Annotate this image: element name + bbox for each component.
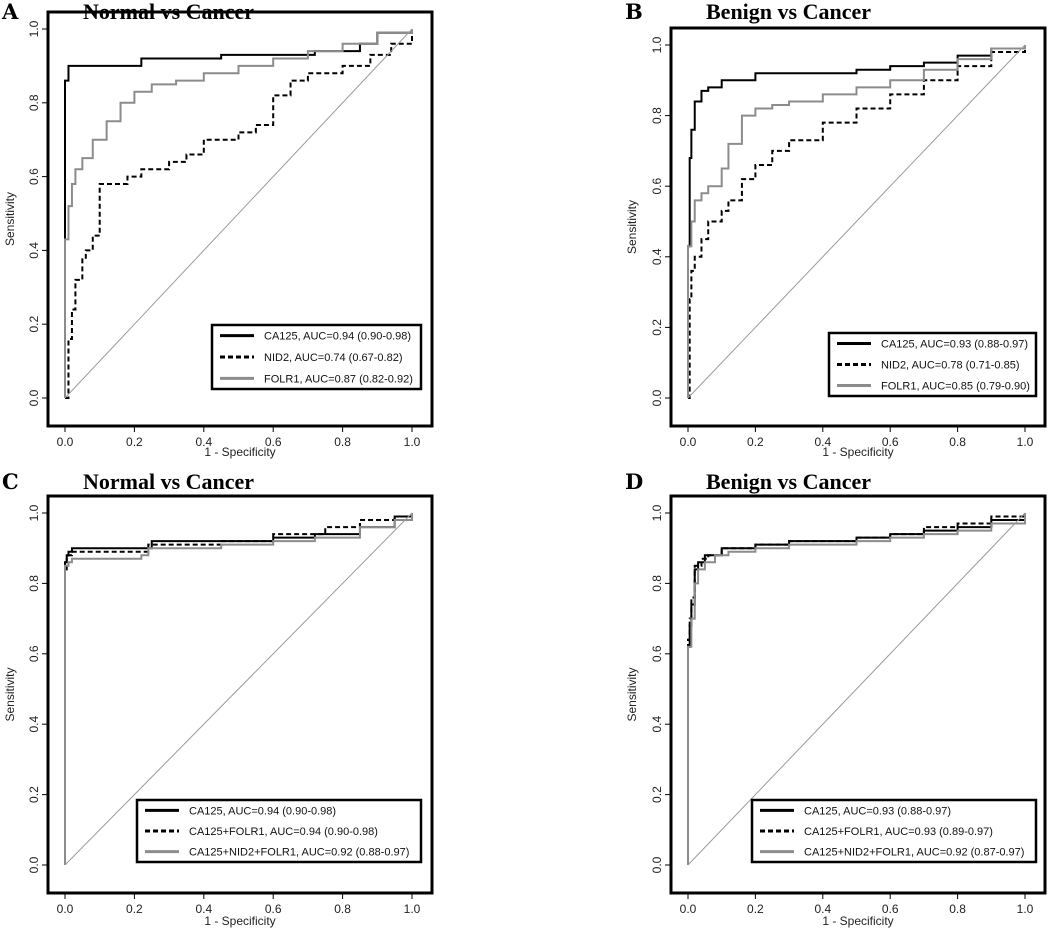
panel-d-y-axis-label: Sensitivity [625,667,639,721]
panel-a-y-tick-label: 0.2 [27,316,41,333]
panel-c-y-tick-label: 1.0 [27,504,41,521]
panel-d-y-tick-label: 0.6 [650,645,664,662]
panel-d-legend-entry: CA125, AUC=0.93 (0.88-0.97) [804,805,951,817]
panel-c-legend-entry: CA125, AUC=0.94 (0.90-0.98) [189,805,336,817]
panel-d-x-tick-label: 0.8 [949,902,966,916]
panel-a-x-tick-label: 0.0 [57,435,74,449]
panel-c-legend-entry: CA125+NID2+FOLR1, AUC=0.92 (0.88-0.97) [189,847,409,859]
panel-a-x-tick-label: 0.8 [334,435,351,449]
panel-b-x-tick-label: 0.0 [680,435,697,449]
panel-b-reference-diagonal [687,44,1026,399]
panel-c-reference-diagonal [64,512,413,866]
panel-c-legend-entry: CA125+FOLR1, AUC=0.94 (0.90-0.98) [189,826,378,838]
panel-d-x-tick-label: 0.4 [814,902,831,916]
panel-a-x-tick-label: 1.0 [404,435,421,449]
panel-b-legend-entry: CA125, AUC=0.93 (0.88-0.97) [881,339,1028,351]
panel-a-x-tick-label: 0.6 [265,435,282,449]
panel-c: C Normal vs Cancer 0.0 0.2 0.4 0.6 0.8 1.0 0.0 0.… [2,469,434,928]
panel-b-x-tick-label: 0.2 [747,435,764,449]
panel-c-x-tick-label: 0.8 [334,902,351,916]
panel-b-legend-entry: FOLR1, AUC=0.85 (0.79-0.90) [881,381,1030,393]
panel-a-y-tick-label: 0.0 [27,389,41,406]
panel-d-x-tick-label: 0.2 [747,902,764,916]
panel-d-legend-entry: CA125+NID2+FOLR1, AUC=0.92 (0.87-0.97) [804,847,1024,859]
panel-c-x-axis-label: 1 - Specificity [204,914,275,928]
panel-a-legend-entry: CA125, AUC=0.94 (0.90-0.98) [264,331,411,343]
panel-d-x-axis-label: 1 - Specificity [822,914,893,928]
panel-a-y-axis-label: Sensitivity [3,192,17,246]
panel-a-y-tick-label: 0.6 [27,168,41,185]
panel-b-y-tick-label: 0.8 [650,107,664,124]
panel-b-y-axis-label: Sensitivity [625,200,639,254]
panel-c-x-tick-label: 0.4 [195,902,212,916]
panel-a-reference-diagonal [64,28,413,399]
panel-d-series-1 [687,513,1026,865]
panel-b-x-tick-label: 1.0 [1017,435,1034,449]
panel-b-y-tick-label: 0.2 [650,319,664,336]
panel-c-x-tick-label: 0.6 [265,902,282,916]
panel-c-series-2 [64,513,413,865]
panel-d-legend [750,798,1038,864]
panel-b: B Benign vs Cancer 0.0 0.2 0.4 0.6 0.8 1.0 0.0 0.… [625,0,1047,459]
panel-a-y-tick-label: 0.4 [27,242,41,259]
panel-b-title: Benign vs Cancer [706,0,871,24]
panel-d-legend-entry: CA125+FOLR1, AUC=0.93 (0.89-0.97) [804,826,993,838]
panel-d-x-tick-label: 1.0 [1017,902,1034,916]
panel-d-y-tick-label: 0.2 [650,786,664,803]
panel-b-y-tick-label: 0.0 [650,389,664,406]
panel-a-y-tick-label: 1.0 [27,20,41,37]
panel-d-letter: D [625,469,643,494]
panel-b-x-tick-label: 0.4 [814,435,831,449]
panel-c-y-tick-label: 0.4 [27,716,41,733]
panel-d-title: Benign vs Cancer [706,469,871,494]
panel-d-plot-frame [669,494,1047,895]
panel-c-legend [135,798,423,864]
panel-b-x-tick-label: 0.6 [882,435,899,449]
panel-d-y-tick-label: 0.8 [650,575,664,592]
panel-a-series-2 [64,29,413,398]
panel-b-series-2 [687,45,1026,398]
panel-c-title: Normal vs Cancer [83,469,254,494]
panel-c-y-tick-label: 0.0 [27,856,41,873]
panel-a-plot-frame [46,10,434,428]
panel-b-x-tick-label: 0.8 [949,435,966,449]
panel-b-x-axis-label: 1 - Specificity [822,445,893,459]
panel-d-y-tick-label: 1.0 [650,504,664,521]
panel-a-x-tick-label: 0.2 [126,435,143,449]
panel-c-plot-frame [46,494,434,895]
panel-b-letter: B [625,0,643,24]
panel-c-y-axis-label: Sensitivity [3,667,17,721]
panel-d-series-2 [687,513,1026,865]
panel-c-y-tick-label: 0.2 [27,786,41,803]
panel-d-y-tick-label: 0.4 [650,716,664,733]
panel-a-x-axis-label: 1 - Specificity [204,445,275,459]
panel-b-y-tick-label: 0.4 [650,248,664,265]
panel-c-x-tick-label: 1.0 [404,902,421,916]
panel-a-letter: A [1,0,19,24]
panel-a-y-tick-label: 0.8 [27,94,41,111]
panel-a-x-tick-label: 0.4 [195,435,212,449]
panel-c-y-tick-label: 0.6 [27,645,41,662]
panel-c-letter: C [2,469,19,494]
panel-c-x-tick-label: 0.2 [126,902,143,916]
panel-a-series-1 [65,29,413,399]
panel-b-plot-frame [669,26,1047,428]
panel-d: D Benign vs Cancer 0.0 0.2 0.4 0.6 0.8 1.0 0.0 0.… [625,469,1047,928]
panel-b-y-tick-label: 0.6 [650,178,664,195]
panel-a-legend-entry: NID2, AUC=0.74 (0.67-0.82) [264,352,403,364]
panel-d-x-tick-label: 0.6 [882,902,899,916]
panel-c-x-tick-label: 0.0 [57,902,74,916]
panel-c-y-tick-label: 0.8 [27,575,41,592]
panel-d-reference-diagonal [687,512,1026,866]
panel-b-y-tick-label: 1.0 [650,36,664,53]
panel-b-legend-entry: NID2, AUC=0.78 (0.71-0.85) [881,360,1020,372]
panel-d-y-tick-label: 0.0 [650,856,664,873]
panel-d-x-tick-label: 0.0 [680,902,697,916]
panel-a-legend-entry: FOLR1, AUC=0.87 (0.82-0.92) [264,373,413,385]
